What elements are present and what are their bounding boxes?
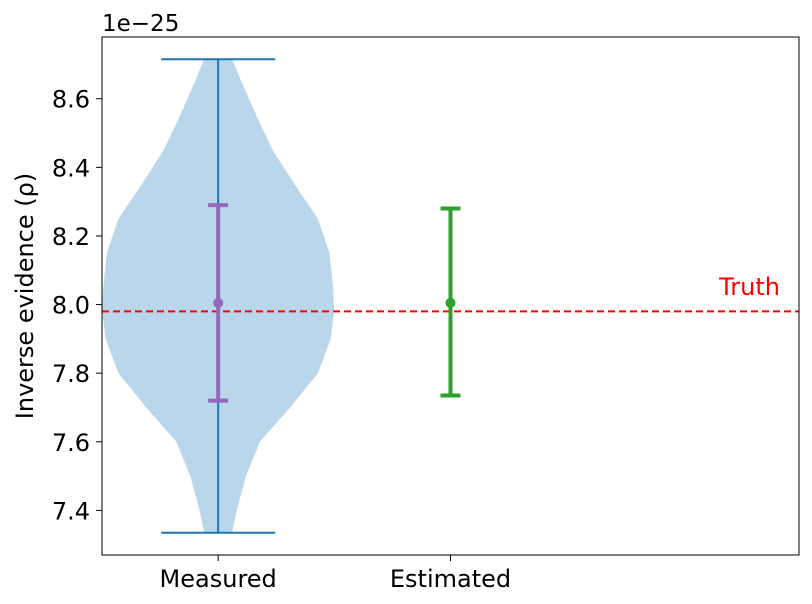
y-scale-offset-label: 1e−25 [102, 11, 179, 37]
y-tick-label: 8.6 [52, 86, 90, 114]
y-tick-label: 7.6 [52, 429, 90, 457]
y-tick-label: 8.4 [52, 154, 90, 182]
y-axis-label: Inverse evidence (ρ) [11, 173, 39, 419]
x-tick-label-measured: Measured [160, 565, 277, 593]
truth-label: Truth [718, 273, 780, 301]
y-tick-label: 8.2 [52, 223, 90, 251]
x-axis: Measured Estimated [160, 555, 511, 593]
plot-area [102, 58, 799, 534]
errorbar-center-estimated [445, 297, 456, 308]
y-tick-label: 7.4 [52, 497, 90, 525]
y-axis: 7.4 7.6 7.8 8.0 8.2 8.4 8.6 [52, 86, 102, 525]
y-tick-label: 7.8 [52, 360, 90, 388]
x-tick-label-estimated: Estimated [390, 565, 511, 593]
y-tick-label: 8.0 [52, 292, 90, 320]
errorbar-center-measured [213, 297, 224, 308]
